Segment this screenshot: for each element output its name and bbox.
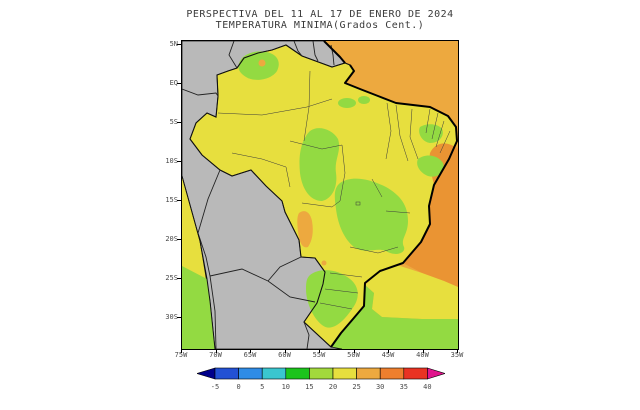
- atlantic-south-20-25: [365, 265, 458, 319]
- lon-tick-label: 65W: [243, 351, 257, 359]
- colorbar-cell: [356, 367, 381, 380]
- atlantic-south-15-20: [331, 285, 458, 349]
- colorbar-cell: [285, 367, 310, 380]
- lat-tick-label: 30S: [165, 313, 178, 321]
- colorbar-left-tip: [195, 367, 216, 380]
- map-title-line-2: TEMPERATURA MINIMA(Grados Cent.): [215, 20, 425, 31]
- lat-tick-label: EQ: [169, 79, 178, 87]
- colorbar-tick-label: 40: [423, 383, 431, 391]
- lon-tick-label: 55W: [312, 351, 326, 359]
- colorbar-tick-label: 10: [282, 383, 290, 391]
- colorbar-cell: [309, 367, 334, 380]
- country-borders: [182, 41, 335, 349]
- colorbar-tick-label: 25: [352, 383, 360, 391]
- brazil-temp-25-30-patches: [258, 59, 327, 266]
- lon-tick-label: 70W: [209, 351, 222, 359]
- lon-tick-mark: [457, 349, 458, 353]
- colorbar-cell: [332, 367, 357, 380]
- lat-tick-mark: [177, 239, 181, 240]
- colorbar-tick-label: 30: [376, 383, 384, 391]
- map-svg: [182, 41, 458, 349]
- brazil-temp-15-20-patches: [238, 51, 444, 328]
- lon-tick-label: 75W: [174, 351, 188, 359]
- state-borders: [217, 70, 451, 310]
- lat-tick-label: 5S: [169, 118, 178, 126]
- colorbar-tick-label: 5: [260, 383, 264, 391]
- lat-tick-mark: [177, 122, 181, 123]
- lat-tick-mark: [177, 317, 181, 318]
- map-frame: [181, 40, 459, 350]
- lon-tick-mark: [422, 349, 424, 353]
- colorbar-cell: [379, 367, 405, 380]
- colorbar-tick-label: -5: [211, 383, 219, 391]
- lon-tick-label: 60W: [278, 351, 291, 359]
- lat-tick-label: 5N: [169, 40, 178, 48]
- colorbar-cell: [261, 367, 287, 380]
- colorbar: -5 0 5 10 15 20 25 30 35 40: [195, 367, 447, 394]
- pacific-south-15-20: [182, 266, 215, 349]
- lat-tick-label: 10S: [165, 157, 178, 165]
- lat-tick-label: 20S: [165, 235, 178, 243]
- lon-tick-label: 50W: [347, 351, 360, 359]
- lat-tick-label: 15S: [165, 196, 178, 204]
- lat-tick-mark: [177, 44, 181, 45]
- lon-tick-mark: [388, 349, 389, 353]
- lon-tick-mark: [319, 349, 320, 353]
- lon-tick-mark: [181, 349, 182, 353]
- pacific-coastline: [182, 175, 216, 349]
- lat-tick-label: 25S: [165, 274, 178, 282]
- lon-tick-mark: [250, 349, 251, 353]
- lat-tick-mark: [177, 161, 181, 162]
- lat-tick-mark: [177, 278, 181, 279]
- lon-tick-label: 45W: [381, 351, 395, 359]
- lat-tick-mark: [177, 200, 181, 201]
- lon-tick-label: 40W: [416, 351, 429, 359]
- atlantic-coastline: [323, 41, 458, 348]
- lat-tick-mark: [177, 83, 181, 84]
- colorbar-tick-label: 15: [305, 383, 313, 391]
- colorbar-tick-label: 20: [329, 383, 337, 391]
- colorbar-cell: [214, 367, 239, 380]
- colorbar-tick-label: 0: [236, 383, 240, 391]
- colorbar-cell: [238, 367, 263, 380]
- colorbar-svg: -5 0 5 10 15 20 25 30 35 40: [195, 367, 447, 391]
- colorbar-cell: [403, 367, 428, 380]
- lon-tick-mark: [353, 349, 355, 353]
- colorbar-tick-label: 35: [400, 383, 408, 391]
- lon-tick-mark: [284, 349, 286, 353]
- lon-tick-mark: [215, 349, 217, 353]
- colorbar-right-tip: [427, 367, 447, 380]
- lon-tick-label: 35W: [450, 351, 464, 359]
- map-title-line-1: PERSPECTIVA DEL 11 AL 17 DE ENERO DE 202…: [186, 9, 454, 20]
